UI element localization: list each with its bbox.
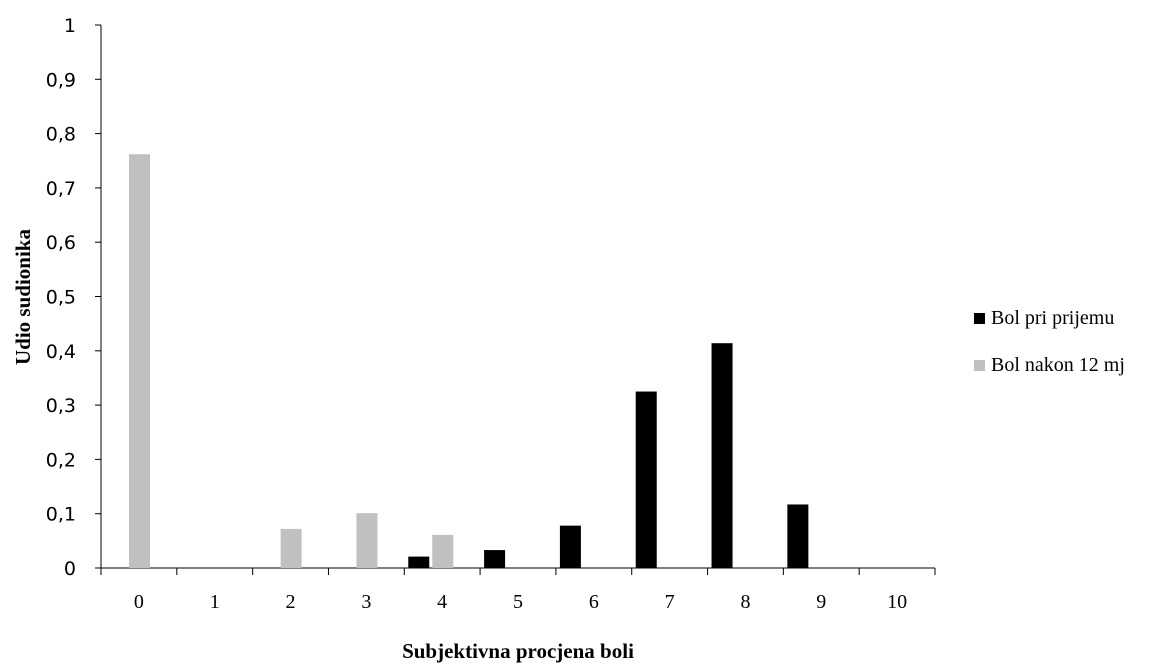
- bar-admission-7: [635, 391, 657, 568]
- bar-12-months-3: [356, 513, 378, 568]
- bar-12-months-2: [280, 528, 302, 568]
- x-tick-label: 9: [816, 591, 826, 613]
- x-tick-label: 4: [437, 591, 447, 613]
- bar-admission-4: [408, 556, 430, 568]
- x-tick-label: 2: [286, 591, 296, 613]
- bar-admission-5: [484, 550, 506, 568]
- x-tick-label: 0: [134, 591, 144, 613]
- x-tick-label: 8: [740, 591, 750, 613]
- y-tick-label: 0,5: [46, 287, 76, 309]
- y-tick-label: 1: [64, 15, 76, 37]
- y-tick-label: 0,7: [46, 178, 76, 200]
- y-tick-label: 0: [64, 558, 76, 580]
- x-axis-title: Subjektivna procjena boli: [402, 639, 634, 663]
- bar-admission-9: [787, 504, 809, 568]
- x-tick-label: 3: [361, 591, 371, 613]
- legend-swatch: [974, 360, 985, 371]
- y-tick-label: 0,3: [46, 395, 76, 417]
- y-tick-label: 0,8: [46, 124, 76, 146]
- y-axis-ticks: 0 0,1 0,2 0,3 0,4 0,5 0,6 0,7 0,8 0,9 1: [46, 15, 101, 580]
- legend: Bol pri prijemu Bol nakon 12 mj: [974, 307, 1125, 376]
- legend-label: Bol pri prijemu: [991, 307, 1114, 329]
- x-tick-label: 7: [665, 591, 675, 613]
- x-tick-label: 1: [210, 591, 220, 613]
- y-tick-label: 0,6: [46, 232, 76, 254]
- y-tick-label: 0,9: [46, 69, 76, 91]
- bar-admission-6: [559, 525, 581, 568]
- plot-area: [100, 25, 935, 569]
- bar-admission-8: [711, 343, 733, 568]
- legend-label: Bol nakon 12 mj: [991, 354, 1125, 376]
- x-axis-ticks: 0 1 2 3 4 5 6 7 8 9 10: [100, 568, 936, 613]
- y-tick-label: 0,4: [46, 341, 76, 363]
- bars: [129, 154, 809, 568]
- bar-12-months-0: [129, 154, 150, 568]
- x-tick-label: 10: [887, 591, 907, 613]
- y-tick-label: 0,1: [46, 504, 76, 526]
- x-tick-label: 5: [513, 591, 523, 613]
- bar-12-months-4: [432, 534, 454, 568]
- legend-swatch: [974, 313, 985, 324]
- y-axis-title: Udio sudionika: [11, 229, 35, 365]
- y-tick-label: 0,2: [46, 449, 76, 471]
- x-tick-label: 6: [589, 591, 599, 613]
